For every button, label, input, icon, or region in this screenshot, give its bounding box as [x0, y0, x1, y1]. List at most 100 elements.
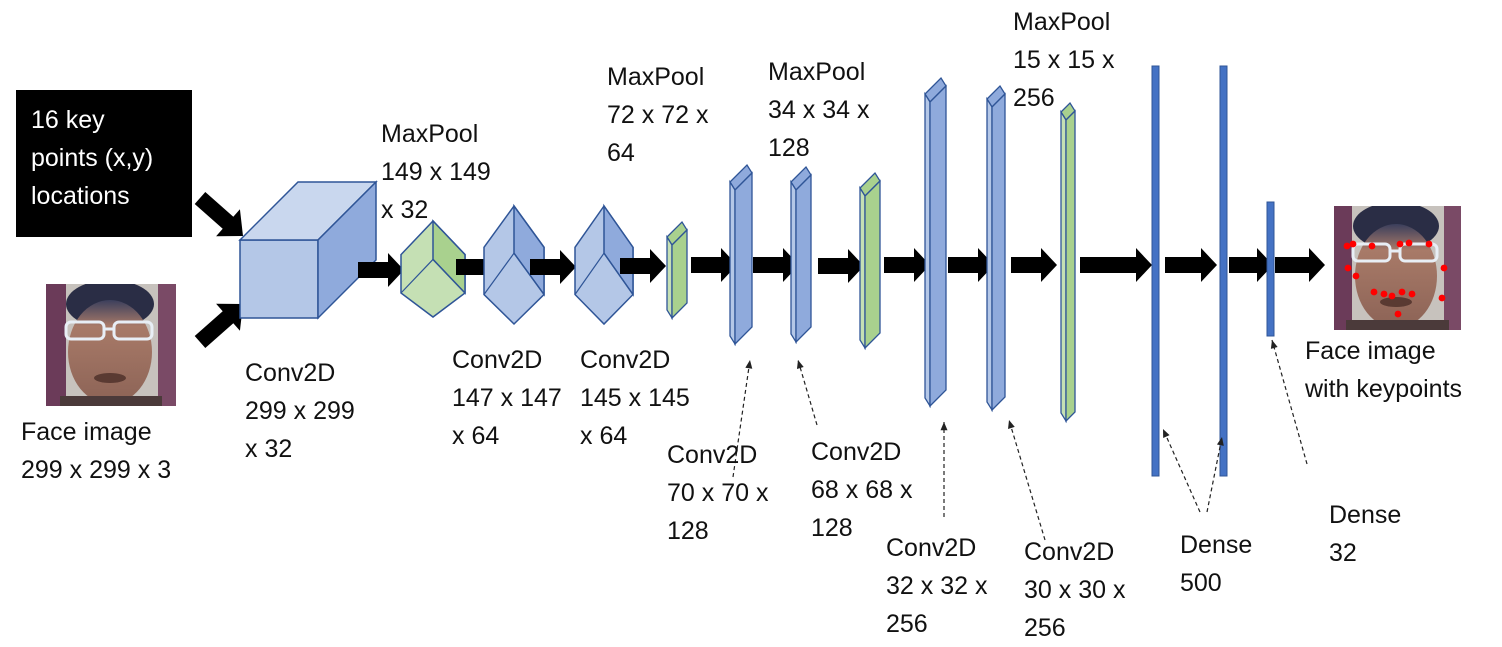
- output-label-line: Face image: [1305, 337, 1436, 365]
- layer-label-line: x 64: [580, 422, 628, 450]
- conv2d-5-block-front: [790, 179, 797, 345]
- flow-arrow-7: [818, 249, 864, 283]
- maxpool-1-block-edge: [400, 258, 466, 294]
- maxpool-3-block-side: [864, 179, 881, 350]
- pointer-dense-500-b-head: [1216, 437, 1224, 446]
- conv2d-1-block-side: [317, 180, 377, 320]
- pointer-conv2d-4-line: [732, 359, 751, 478]
- keypoints-input-box: 16 key points (x,y) locations: [16, 90, 192, 237]
- layer-label-line: MaxPool: [768, 58, 866, 86]
- dense-500-bar-2: [1219, 65, 1228, 477]
- layer-label-line: Conv2D: [667, 441, 758, 469]
- conv2d-6-block-side: [929, 84, 947, 408]
- keypoints-label-line: 16 key: [31, 106, 105, 134]
- layer-label-line: 70 x 70 x: [667, 479, 769, 507]
- flow-arrow-8: [884, 248, 930, 282]
- keypoint-marker: [1408, 290, 1416, 298]
- pointer-conv2d-5-line: [797, 359, 818, 426]
- pointer-dense-32-line: [1271, 339, 1308, 465]
- layer-label-line: 15 x 15 x: [1013, 46, 1115, 74]
- layer-label-line: Conv2D: [886, 534, 977, 562]
- layer-label-conv2d-3: Conv2D 145 x 145 x 64: [580, 341, 690, 455]
- layer-label-line: 34 x 34 x: [768, 96, 870, 124]
- maxpool-4-block-front: [1060, 109, 1067, 424]
- layer-label-line: Conv2D: [1024, 538, 1115, 566]
- flow-arrow-3: [530, 250, 576, 284]
- layer-label-conv2d-2: Conv2D 147 x 147 x 64: [452, 341, 562, 455]
- layer-label-line: 256: [886, 610, 928, 638]
- keypoint-marker: [1394, 310, 1402, 318]
- pointer-conv2d-5-head: [796, 360, 804, 369]
- dense-500-bar-1: [1151, 65, 1160, 477]
- maxpool-2-block-side: [671, 228, 688, 320]
- pointer-conv2d-7-line: [1008, 419, 1046, 541]
- layer-label-line: MaxPool: [607, 63, 705, 91]
- conv2d-4-block-side: [734, 171, 753, 346]
- layer-label-line: 256: [1024, 614, 1066, 642]
- layer-label-line: 72 x 72 x: [607, 101, 709, 129]
- layer-label-line: Conv2D: [452, 346, 543, 374]
- keypoints-label-line: points (x,y): [31, 144, 154, 172]
- layer-label-line: 500: [1180, 569, 1222, 597]
- keypoint-marker: [1368, 242, 1376, 250]
- face-image-label: Face image 299 x 299 x 3: [21, 413, 171, 489]
- keypoint-marker: [1349, 240, 1357, 248]
- layer-label-dense-500: Dense 500: [1180, 526, 1252, 602]
- flow-arrow-9: [948, 248, 994, 282]
- pointer-conv2d-7-head: [1008, 420, 1015, 429]
- layer-label-dense-32: Dense 32: [1329, 496, 1401, 572]
- layer-label-line: Dense: [1329, 501, 1402, 529]
- keypoint-marker: [1440, 264, 1448, 272]
- input-face-image: [46, 284, 176, 406]
- pointer-dense-500-a-head: [1163, 429, 1170, 438]
- layer-label-line: 145 x 145: [580, 384, 690, 412]
- flow-arrow-4: [620, 249, 666, 283]
- layer-label-conv2d-6: Conv2D 32 x 32 x 256: [886, 529, 987, 643]
- keypoint-marker: [1388, 292, 1396, 300]
- conv2d-4-block-front: [729, 179, 736, 347]
- keypoints-label-line: locations: [31, 182, 130, 210]
- layer-label-line: x 32: [381, 196, 429, 224]
- maxpool-4-block-side: [1065, 109, 1076, 423]
- face-image-label-line: Face image: [21, 418, 152, 446]
- keypoint-marker: [1396, 240, 1404, 248]
- conv2d-3-block-edge: [574, 252, 634, 295]
- pointer-dense-500-b-line: [1206, 436, 1223, 513]
- flow-arrow-12: [1165, 248, 1217, 282]
- layer-label-line: 147 x 147: [452, 384, 562, 412]
- flow-arrow-14: [1275, 248, 1325, 282]
- layer-label-line: 64: [607, 139, 635, 167]
- layer-label-maxpool-3: MaxPool 34 x 34 x 128: [768, 53, 869, 167]
- layer-label-maxpool-2: MaxPool 72 x 72 x 64: [607, 58, 708, 172]
- layer-label-line: Conv2D: [811, 438, 902, 466]
- conv2d-7-block-side: [991, 92, 1006, 412]
- keypoint-marker: [1343, 242, 1351, 250]
- layer-label-conv2d-4: Conv2D 70 x 70 x 128: [667, 436, 768, 550]
- pointer-conv2d-6-head: [940, 422, 948, 431]
- output-label-line: with keypoints: [1305, 375, 1463, 403]
- keypoint-marker: [1398, 288, 1406, 296]
- flow-arrow-1: [358, 253, 404, 287]
- layer-label-line: 30 x 30 x: [1024, 576, 1126, 604]
- pointer-dense-500-a-line: [1162, 428, 1201, 513]
- keypoint-marker: [1370, 288, 1378, 296]
- layer-label-line: MaxPool: [1013, 8, 1111, 36]
- flow-arrow-13: [1229, 248, 1273, 282]
- maxpool-3-block-front: [859, 185, 866, 351]
- keypoint-marker: [1425, 240, 1433, 248]
- keypoints-label: 16 key points (x,y) locations: [31, 101, 153, 215]
- pointer-conv2d-4-head: [745, 360, 753, 369]
- layer-label-line: x 64: [452, 422, 500, 450]
- output-label: Face image with keypoints: [1305, 332, 1462, 408]
- flow-arrow-6: [753, 248, 799, 282]
- layer-label-maxpool-1: MaxPool 149 x 149 x 32: [381, 115, 491, 229]
- input-face-picture: [46, 284, 176, 406]
- layer-label-conv2d-1: Conv2D 299 x 299 x 32: [245, 354, 355, 468]
- conv2d-6-block-front: [924, 91, 931, 409]
- layer-label-line: Dense: [1180, 531, 1253, 559]
- conv2d-7-block-front: [986, 96, 993, 413]
- flow-arrow-10: [1011, 248, 1057, 282]
- pointer-dense-32-head: [1270, 340, 1278, 349]
